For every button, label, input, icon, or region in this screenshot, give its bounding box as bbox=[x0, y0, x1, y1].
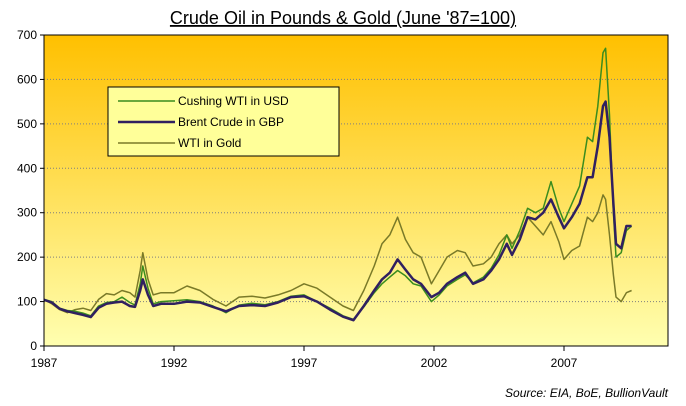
legend: Cushing WTI in USD Brent Crude in GBP WTI … bbox=[107, 86, 340, 157]
series-lines bbox=[43, 47, 633, 322]
source-note: Source: EIA, BoE, BullionVault bbox=[505, 386, 669, 400]
y-tick-label: 600 bbox=[17, 72, 37, 86]
y-tick-label: 200 bbox=[17, 250, 37, 264]
x-tick-label: 1987 bbox=[31, 356, 58, 370]
legend-label-1: Brent Crude in GBP bbox=[178, 115, 284, 129]
legend-label-2: WTI in Gold bbox=[178, 136, 241, 150]
series-line-2 bbox=[43, 194, 632, 314]
series-line-1 bbox=[43, 100, 632, 322]
x-tick-label: 1997 bbox=[291, 356, 318, 370]
plot-border bbox=[43, 34, 669, 347]
x-tick-label: 2007 bbox=[551, 356, 578, 370]
series-line-0 bbox=[43, 47, 633, 321]
y-tick-label: 0 bbox=[30, 339, 37, 353]
x-tick-label: 2002 bbox=[421, 356, 448, 370]
y-tick-label: 300 bbox=[17, 206, 37, 220]
chart-title: Crude Oil in Pounds & Gold (June '87=100… bbox=[170, 8, 516, 28]
y-tick-label: 400 bbox=[17, 161, 37, 175]
legend-label-0: Cushing WTI in USD bbox=[178, 94, 289, 108]
y-tick-label: 500 bbox=[17, 117, 37, 131]
x-axis-ticks: 1987 1992 1997 2002 2007 bbox=[31, 346, 578, 370]
x-tick-label: 1992 bbox=[161, 356, 188, 370]
y-tick-label: 700 bbox=[17, 28, 37, 42]
y-tick-label: 100 bbox=[17, 295, 37, 309]
y-axis-ticks: 0 100 200 300 400 500 600 700 bbox=[17, 28, 44, 353]
